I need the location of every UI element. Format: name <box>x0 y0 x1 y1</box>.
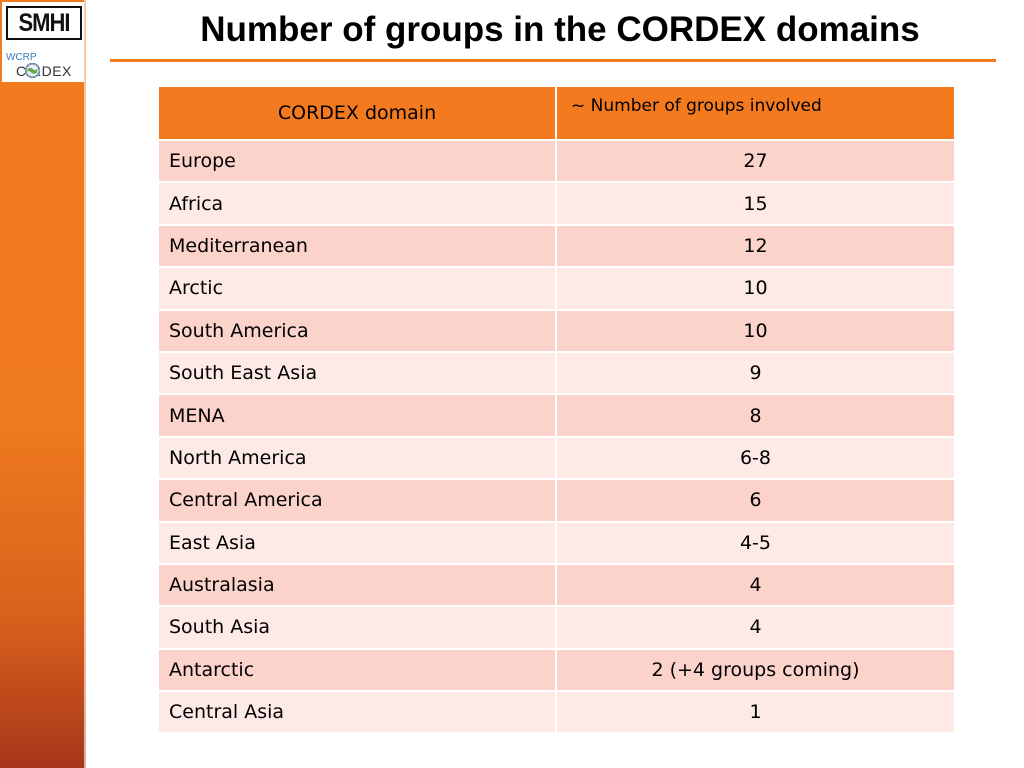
table-row: Central Asia 1 <box>157 690 956 735</box>
groups-count-cell: 12 <box>555 223 956 269</box>
domain-cell: Australasia <box>157 562 557 608</box>
domain-cell: Arctic <box>157 266 557 311</box>
domain-cell: South Asia <box>157 605 557 650</box>
groups-count-cell: 27 <box>555 138 956 184</box>
table-row: Mediterranean 12 <box>157 223 956 269</box>
column-header-domain: CORDEX domain <box>157 85 557 141</box>
globe-icon <box>24 62 41 79</box>
table-row: Africa 15 <box>157 181 956 226</box>
table-row: Europe 27 <box>157 138 956 184</box>
domain-cell: Mediterranean <box>157 223 557 269</box>
table-header-row: CORDEX domain ~ Number of groups involve… <box>157 85 956 141</box>
groups-count-cell: 8 <box>555 393 956 438</box>
smhi-logo-text: SMHI <box>18 8 71 37</box>
groups-count-cell: 1 <box>555 690 956 735</box>
table-row: Central America 6 <box>157 478 956 523</box>
table-row: Antarctic 2 (+4 groups coming) <box>157 647 956 693</box>
groups-count-cell: 10 <box>555 266 956 311</box>
table-row: East Asia 4-5 <box>157 520 956 565</box>
side-bar <box>0 0 86 768</box>
groups-count-cell: 2 (+4 groups coming) <box>555 647 956 693</box>
groups-count-cell: 4-5 <box>555 520 956 565</box>
groups-count-cell: 4 <box>555 562 956 608</box>
table-row: Australasia 4 <box>157 562 956 608</box>
domain-cell: MENA <box>157 393 557 438</box>
domain-cell: South East Asia <box>157 350 557 396</box>
table-row: South Asia 4 <box>157 605 956 650</box>
table-body: Europe 27 Africa 15 Mediterranean 12 Arctic 10 S… <box>157 138 956 735</box>
domain-cell: Central Asia <box>157 690 557 735</box>
logo-panel: SMHI WCRP C RDEX <box>2 2 84 82</box>
page-title: Number of groups in the CORDEX domains <box>200 10 920 49</box>
table-row: South America 10 <box>157 308 956 353</box>
groups-count-cell: 6-8 <box>555 435 956 481</box>
domain-cell: Central America <box>157 478 557 523</box>
column-header-groups: ~ Number of groups involved <box>555 85 956 141</box>
table-row: MENA 8 <box>157 393 956 438</box>
domain-cell: Antarctic <box>157 647 557 693</box>
domain-cell: East Asia <box>157 520 557 565</box>
domain-cell: Africa <box>157 181 557 226</box>
groups-count-cell: 9 <box>555 350 956 396</box>
title-divider <box>110 59 996 62</box>
table-row: North America 6-8 <box>157 435 956 481</box>
smhi-logo: SMHI <box>6 6 82 40</box>
domain-cell: Europe <box>157 138 557 184</box>
table-row: Arctic 10 <box>157 266 956 311</box>
groups-count-cell: 10 <box>555 308 956 353</box>
wcrp-logo-text: WCRP <box>6 52 37 63</box>
groups-count-cell: 6 <box>555 478 956 523</box>
table-row: South East Asia 9 <box>157 350 956 396</box>
cordex-domains-table: CORDEX domain ~ Number of groups involve… <box>157 85 956 735</box>
cordex-logo: WCRP C RDEX <box>6 52 84 82</box>
groups-count-cell: 15 <box>555 181 956 226</box>
domain-cell: North America <box>157 435 557 481</box>
domain-cell: South America <box>157 308 557 353</box>
groups-count-cell: 4 <box>555 605 956 650</box>
